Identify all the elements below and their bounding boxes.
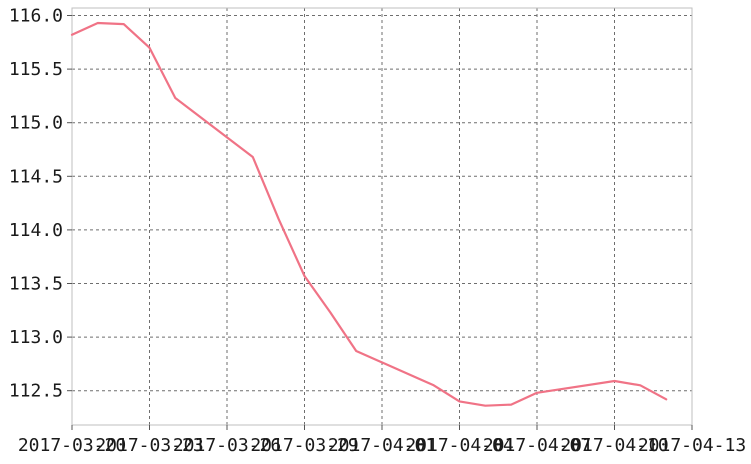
y-tick-label: 116.0 [9, 6, 63, 27]
x-tick-label: 2017-04-01 [328, 435, 436, 456]
y-tick-label: 114.0 [9, 220, 63, 241]
y-tick-label: 113.0 [9, 327, 63, 348]
y-tick-label: 114.5 [9, 166, 63, 187]
y-tick-label: 115.0 [9, 113, 63, 134]
y-tick-label: 115.5 [9, 59, 63, 80]
grid [71, 8, 693, 425]
tick-labels: 2017-03-202017-03-232017-03-262017-03-29… [9, 6, 746, 456]
y-tick-label: 113.5 [9, 273, 63, 294]
y-tick-label: 112.5 [9, 381, 63, 402]
axis-ticks [67, 15, 693, 430]
x-tick-label: 2017-03-26 [173, 435, 281, 456]
series-layer [70, 21, 668, 407]
x-tick-label: 2017-03-29 [250, 435, 358, 456]
x-tick-label: 2017-04-04 [405, 435, 513, 456]
series-line [70, 21, 668, 407]
x-tick-label: 2017-03-20 [18, 435, 126, 456]
x-tick-label: 2017-04-13 [638, 435, 746, 456]
x-tick-label: 2017-04-10 [560, 435, 668, 456]
x-tick-label: 2017-03-23 [95, 435, 203, 456]
x-tick-label: 2017-04-07 [483, 435, 591, 456]
